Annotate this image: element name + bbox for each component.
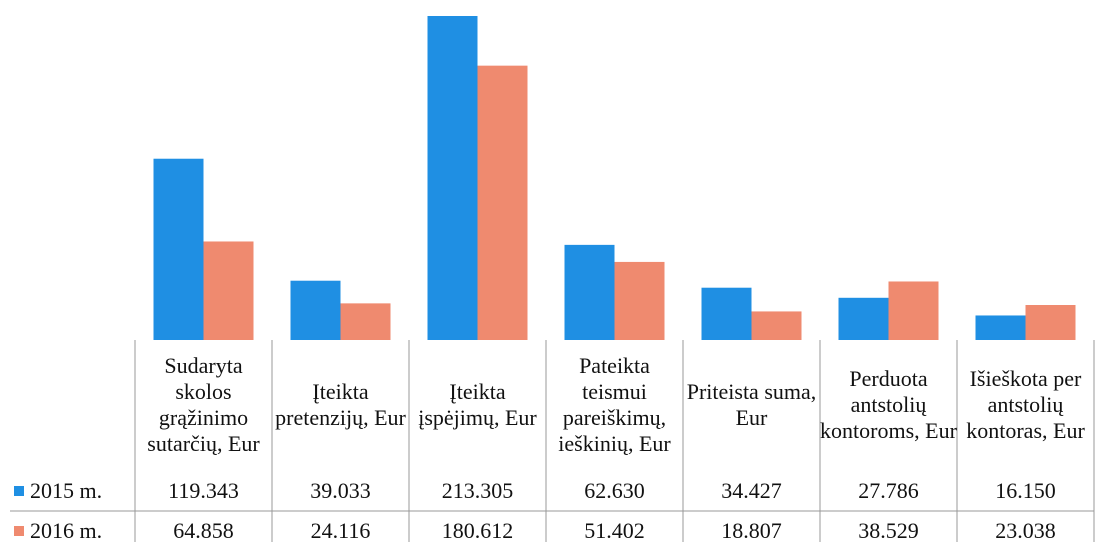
legend-label: 2015 m.	[30, 478, 103, 503]
bar	[203, 241, 254, 340]
bar	[564, 244, 615, 340]
value-label: 23.038	[995, 518, 1056, 543]
category-label: Pateikta teismui pareiškimų, ieškinių, E…	[558, 353, 671, 456]
legend-entry: 2016 m.	[14, 514, 102, 548]
value-label: 16.150	[995, 478, 1056, 503]
value-label: 18.807	[721, 518, 782, 543]
bar	[477, 65, 528, 340]
bar	[290, 280, 341, 340]
value-label: 34.427	[721, 478, 782, 503]
legend-swatch	[14, 486, 24, 496]
bar	[1025, 305, 1076, 340]
legend-entry: 2015 m.	[14, 474, 102, 508]
value-label: 24.116	[310, 518, 371, 543]
value-label: 38.529	[858, 518, 919, 543]
value-label: 213.305	[441, 478, 514, 503]
category-label: Sudaryta skolos grąžinimo sutarčių, Eur	[147, 353, 260, 456]
value-label: 180.612	[441, 518, 514, 543]
bar	[751, 311, 802, 340]
bar	[838, 297, 889, 340]
value-label: 51.402	[584, 518, 645, 543]
bar	[701, 287, 752, 340]
legend-swatch	[14, 526, 24, 536]
legend-label: 2016 m.	[30, 518, 103, 543]
category-label: Išieškota per antstolių kontoras, Eur	[966, 366, 1085, 443]
bar	[153, 158, 204, 340]
category-label: Įteikta pretenzijų, Eur	[275, 379, 406, 430]
bar	[888, 281, 939, 340]
value-label: 27.786	[858, 478, 919, 503]
value-label: 39.033	[310, 478, 371, 503]
bar	[614, 261, 665, 340]
bar	[427, 16, 478, 340]
value-label: 119.343	[168, 478, 239, 503]
category-label: Įteikta įspėjimų, Eur	[418, 379, 537, 430]
value-label: 64.858	[173, 518, 234, 543]
bar	[975, 315, 1026, 340]
category-label: Priteista suma, Eur	[686, 379, 817, 430]
category-label: Perduota antstolių kontoroms, Eur	[820, 366, 957, 443]
value-label: 62.630	[584, 478, 645, 503]
bar	[340, 303, 391, 340]
